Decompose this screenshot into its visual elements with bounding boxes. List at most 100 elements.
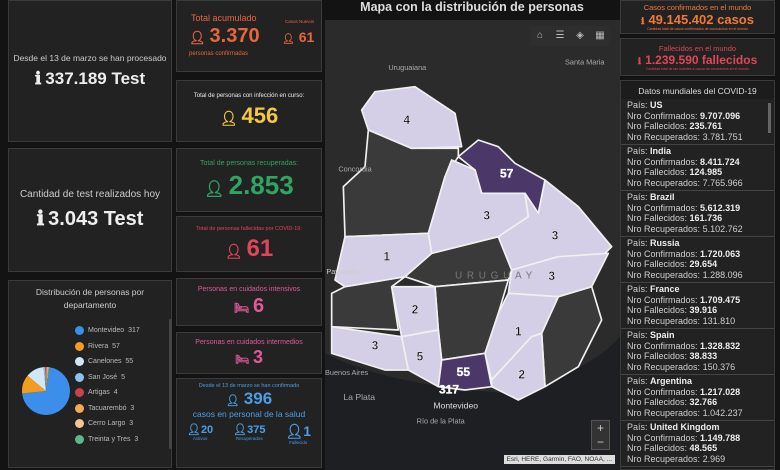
deaths-value: 29.654 [689,259,718,269]
country-item[interactable]: País: US Nro Confirmados: 9.707.096 Nro … [621,99,774,145]
recovered-value: 131.810 [702,315,736,326]
legend-value: 5 [121,373,125,381]
country-item[interactable]: País: Brazil Nro Confirmados: 5.612.319 … [621,191,774,237]
country-label: País: [627,330,648,340]
country-item[interactable]: País: United Kingdom Nro Confirmados: 1.… [621,421,774,467]
deaths-label: Nro Fallecidos: [627,397,688,407]
world-data-list: Datos mundiales del COVID-19 País: US Nr… [620,80,775,470]
total-accumulated-value: 3.370 [209,25,260,47]
count-treinta-y-tres: 3 [548,269,555,283]
pie-slice-san-josé[interactable] [43,367,46,391]
deaths-card: Total de personas fallecidas por COVID-1… [176,216,322,272]
legend-label: Cerro Largo [88,420,126,428]
legend-value: 3 [134,435,139,443]
active-value: 456 [241,103,279,128]
legend-scrollbar[interactable] [169,319,172,449]
legend-label: Rivera [88,342,109,350]
person-icon: 👤︎ [204,180,225,198]
health-stat-recovered: 👤︎375 Recuperados [233,424,266,441]
count-san-jose: 5 [417,350,424,364]
active-title: Total de personas con infección en curso… [193,93,305,99]
deaths-title: Total de personas fallecidas por COVID-1… [196,225,302,232]
confirmed-label: Nro Confirmados: [627,386,698,397]
legend-label: Canelones [88,358,122,366]
deaths-value: 235.761 [689,121,723,131]
basemap-gallery-icon[interactable]: ▦ [595,30,605,41]
legend-item[interactable]: Treinta y Tres 3 [75,432,140,448]
country-label: País: [627,376,648,386]
legend-label: Treinta y Tres [88,435,131,443]
country-name: Argentina [650,376,693,386]
tests-today-card: Cantidad de test realizados hoy ℹ 3.043 T… [8,148,172,272]
intermediate-care-card: Personas en cuidados intermedios 🛏︎ 3 [176,332,322,374]
country-label: País: [627,192,648,202]
legend-list-icon[interactable]: ☰ [555,30,565,41]
count-canelones: 55 [457,365,471,379]
new-cases-label: Casos Nuevos [285,19,315,24]
person-icon: 👤︎ [224,242,243,259]
deaths-value: 38.833 [689,351,718,361]
water-area [325,336,620,470]
info-icon: ℹ [34,69,42,88]
legend-item[interactable]: Montevideo 317 [75,323,140,339]
country-item[interactable]: País: India Nro Confirmados: 8.411.724 N… [621,145,774,191]
deaths-value: 124.985 [689,167,723,177]
zoom-out-button[interactable]: − [596,435,604,449]
map-view[interactable]: 4 57 3 3 3 1 2 3 5 55 317 1 2 Uruguaiana… [325,20,620,470]
pie-slice-artigas[interactable] [45,367,47,391]
count-cerro-largo: 3 [552,228,559,242]
health-title: Desde el 13 de marzo se han confirmado [198,383,300,389]
legend-item[interactable]: Artigas 4 [75,385,140,401]
map-attribution: Esri, HERE, Garmin, FAO, NOAA, ... [503,455,615,464]
world-deaths-value: 1.239.590 fallecidos [645,52,758,67]
dept-paysandu[interactable] [334,232,433,288]
legend-swatch [75,326,84,336]
pie-slice-tacuarembó[interactable] [46,367,48,391]
zoom-in-button[interactable]: + [596,421,604,435]
list-scrollbar[interactable] [768,103,771,133]
country-item[interactable]: País: Spain Nro Confirmados: 1.328.832 N… [621,329,774,375]
world-confirmed-sub: Cantidad total de casos confirmados de c… [647,27,748,31]
pie-slice-canelones[interactable] [27,367,46,391]
legend-item[interactable]: Rivera 57 [75,339,140,355]
country-item[interactable]: País: France Nro Confirmados: 1.709.475 … [621,283,774,329]
legend-item[interactable]: San José 5 [75,370,140,386]
tests-processed-caption: Desde el 13 de marzo se han procesado [13,53,167,63]
dept-artigas[interactable] [360,85,463,150]
confirmed-value: 1.328.832 [700,340,741,351]
place-montevideo: Montevideo [433,400,478,410]
pie-slice-treinta-y-tres[interactable] [46,367,50,391]
pie-slice-montevideo[interactable] [22,367,70,415]
recovered-label: Nro Recuperados: [627,407,701,418]
world-confirmed-card: Casos confirmados en el mundo ℹ 49.145.40… [620,0,775,34]
legend-value: 55 [125,358,134,366]
inter-title: Personas en cuidados intermedios [195,338,303,346]
dept-colonia[interactable] [330,325,410,371]
country-item[interactable]: País: Argentina Nro Confirmados: 1.217.0… [621,375,774,421]
legend-value: 57 [112,342,120,350]
country-name: India [650,146,672,156]
pie-slice-rivera[interactable] [22,375,46,394]
recovered-label: Nro Recuperados: [627,315,701,326]
country-item[interactable]: País: Russia Nro Confirmados: 1.720.063 … [621,237,774,283]
health-stat-active: 👤︎20 Activos [186,424,214,441]
pie-slice-cerro-largo[interactable] [46,367,49,391]
distribution-pie-chart [22,367,70,415]
legend-swatch [75,357,84,367]
legend-item[interactable]: Canelones 55 [75,354,140,370]
person-icon: 👤︎ [282,34,295,45]
dept-maldonado[interactable] [490,332,546,401]
new-cases-value: 61 [298,29,315,45]
count-maldonado: 2 [518,367,525,381]
country-label: País: [627,238,648,248]
layers-icon[interactable]: ◈ [576,30,584,41]
home-icon[interactable]: ⌂ [536,30,544,41]
count-lavalleja: 1 [515,324,522,338]
legend-item[interactable]: Tacuarembó 3 [75,401,140,417]
legend-item[interactable]: Cerro Largo 3 [75,416,140,432]
deaths-label: Nro Fallecidos: [627,305,688,315]
active-infections-card: Total de personas con infección en curso… [176,80,322,142]
dept-canelones[interactable] [437,352,493,391]
legend-value: 4 [113,389,118,397]
